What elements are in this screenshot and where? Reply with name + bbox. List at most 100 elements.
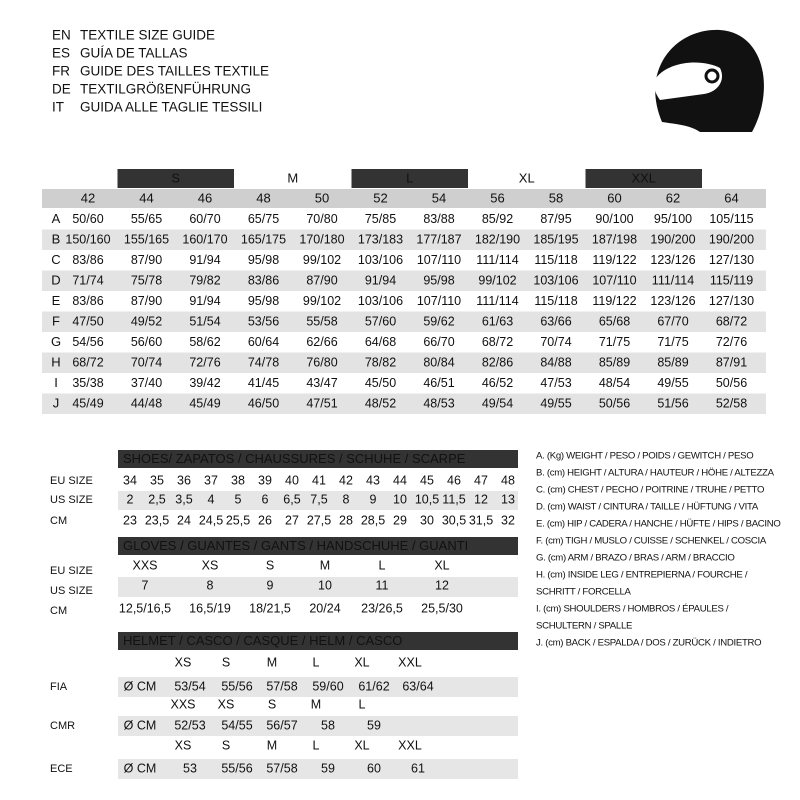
legend-line: H. (cm) INSIDE LEG / ENTREPIERNA / FOURC…: [536, 570, 748, 581]
size-number: 60: [607, 190, 621, 205]
row-label: B: [52, 231, 61, 246]
table-cell: 46: [447, 473, 461, 487]
table-cell: 30: [420, 513, 434, 527]
table-cell: 45/49: [189, 396, 220, 410]
header-title: GUÍA DE TALLAS: [80, 46, 188, 61]
table-cell: 155/165: [124, 232, 169, 246]
size-number: 58: [549, 190, 563, 205]
language-code: IT: [52, 100, 64, 115]
table-cell: 127/130: [709, 253, 754, 267]
table-cell: 60/70: [189, 212, 220, 226]
table-cell: 95/98: [248, 294, 279, 308]
table-cell: 71/75: [657, 335, 688, 349]
table-cell: 123/126: [650, 294, 695, 308]
table-cell: 16,5/19: [189, 601, 231, 615]
table-cell: 67/70: [657, 314, 688, 328]
size-group-label: L: [406, 170, 413, 185]
table-cell: XS: [218, 697, 235, 711]
size-number: 50: [315, 190, 329, 205]
row-label: CM: [50, 515, 67, 527]
table-cell: 37: [204, 473, 218, 487]
table-cell: 39: [258, 473, 272, 487]
table-cell: 83/86: [248, 273, 279, 287]
table-cell: 12: [474, 492, 488, 506]
table-cell: 177/187: [416, 232, 461, 246]
table-cell: 24: [177, 513, 191, 527]
table-cell: 87/90: [131, 294, 162, 308]
language-code: ES: [52, 46, 70, 61]
row-label: EU SIZE: [50, 565, 93, 577]
table-cell: 82/86: [482, 355, 513, 369]
table-cell: 190/200: [650, 232, 695, 246]
header-title: GUIDA ALLE TAGLIE TESSILI: [80, 100, 262, 115]
table-cell: 2,5: [148, 492, 165, 506]
table-cell: 57/58: [266, 761, 297, 775]
table-cell: 75/85: [365, 212, 396, 226]
table-cell: 35: [150, 473, 164, 487]
size-group-label: XXL: [631, 170, 656, 185]
header-title: TEXTILGRÖßENFÜHRUNG: [80, 82, 251, 97]
table-cell: 50/56: [716, 376, 747, 390]
table-cell: 59/62: [423, 314, 454, 328]
table-cell: 54/55: [221, 718, 252, 732]
table-cell: 115/119: [710, 273, 753, 287]
table-cell: 91/94: [189, 253, 220, 267]
table-row-bg: [118, 577, 518, 597]
table-cell: 68/72: [716, 314, 747, 328]
row-label: EU SIZE: [50, 475, 93, 487]
table-cell: 52/58: [716, 396, 747, 410]
table-cell: 12,5/16,5: [119, 601, 171, 615]
table-cell: 68/72: [482, 335, 513, 349]
table-cell: S: [266, 558, 274, 572]
table-cell: 49/55: [540, 396, 571, 410]
size-group-label: M: [287, 170, 298, 185]
table-cell: 57/60: [365, 314, 396, 328]
header-title: TEXTILE SIZE GUIDE: [80, 28, 215, 43]
table-cell: L: [313, 738, 320, 752]
table-cell: 10: [393, 492, 407, 506]
table-cell: 65/75: [248, 212, 279, 226]
table-cell: 49/52: [131, 314, 162, 328]
table-cell: 37/40: [131, 376, 162, 390]
table-cell: 83/86: [72, 294, 103, 308]
table-cell: 8: [207, 578, 214, 592]
table-cell: 70/80: [306, 212, 337, 226]
row-label: FIA: [50, 681, 68, 693]
table-cell: XXS: [132, 558, 157, 572]
table-cell: 55/58: [306, 314, 337, 328]
table-cell: 60/64: [248, 335, 279, 349]
table-cell: 66/70: [423, 335, 454, 349]
table-cell: 62/66: [306, 335, 337, 349]
table-cell: 99/102: [478, 273, 516, 287]
table-cell: 87/95: [540, 212, 571, 226]
table-cell: 47: [474, 473, 488, 487]
size-number: 54: [432, 190, 446, 205]
table-cell: 83/88: [423, 212, 454, 226]
table-cell: 49/55: [657, 376, 688, 390]
table-cell: 78/82: [365, 355, 396, 369]
language-code: DE: [52, 82, 71, 97]
table-cell: 111/114: [652, 273, 694, 287]
legend-line: E. (cm) HIP / CADERA / HANCHE / HÜFTE / …: [536, 519, 781, 530]
table-cell: 160/170: [182, 232, 227, 246]
table-cell: 60: [367, 761, 381, 775]
size-group-label: XL: [519, 170, 535, 185]
table-cell: 64/68: [365, 335, 396, 349]
table-cell: XS: [175, 655, 192, 669]
table-cell: 119/122: [592, 253, 636, 267]
table-cell: 50/60: [72, 212, 103, 226]
table-cell: 20/24: [309, 601, 340, 615]
row-label: G: [51, 334, 61, 349]
table-cell: 9: [370, 492, 377, 506]
table-cell: 35/38: [72, 376, 103, 390]
table-cell: 39/42: [189, 376, 220, 390]
table-cell: 49/54: [482, 396, 513, 410]
table-cell: 65/68: [599, 314, 630, 328]
size-group-label: S: [171, 170, 180, 185]
table-cell: 76/80: [306, 355, 337, 369]
table-row-bg: [118, 677, 518, 697]
legend-line: SCHRITT / FORCELLA: [536, 587, 632, 598]
table-cell: 44: [393, 473, 407, 487]
table-cell: 85/89: [657, 355, 688, 369]
